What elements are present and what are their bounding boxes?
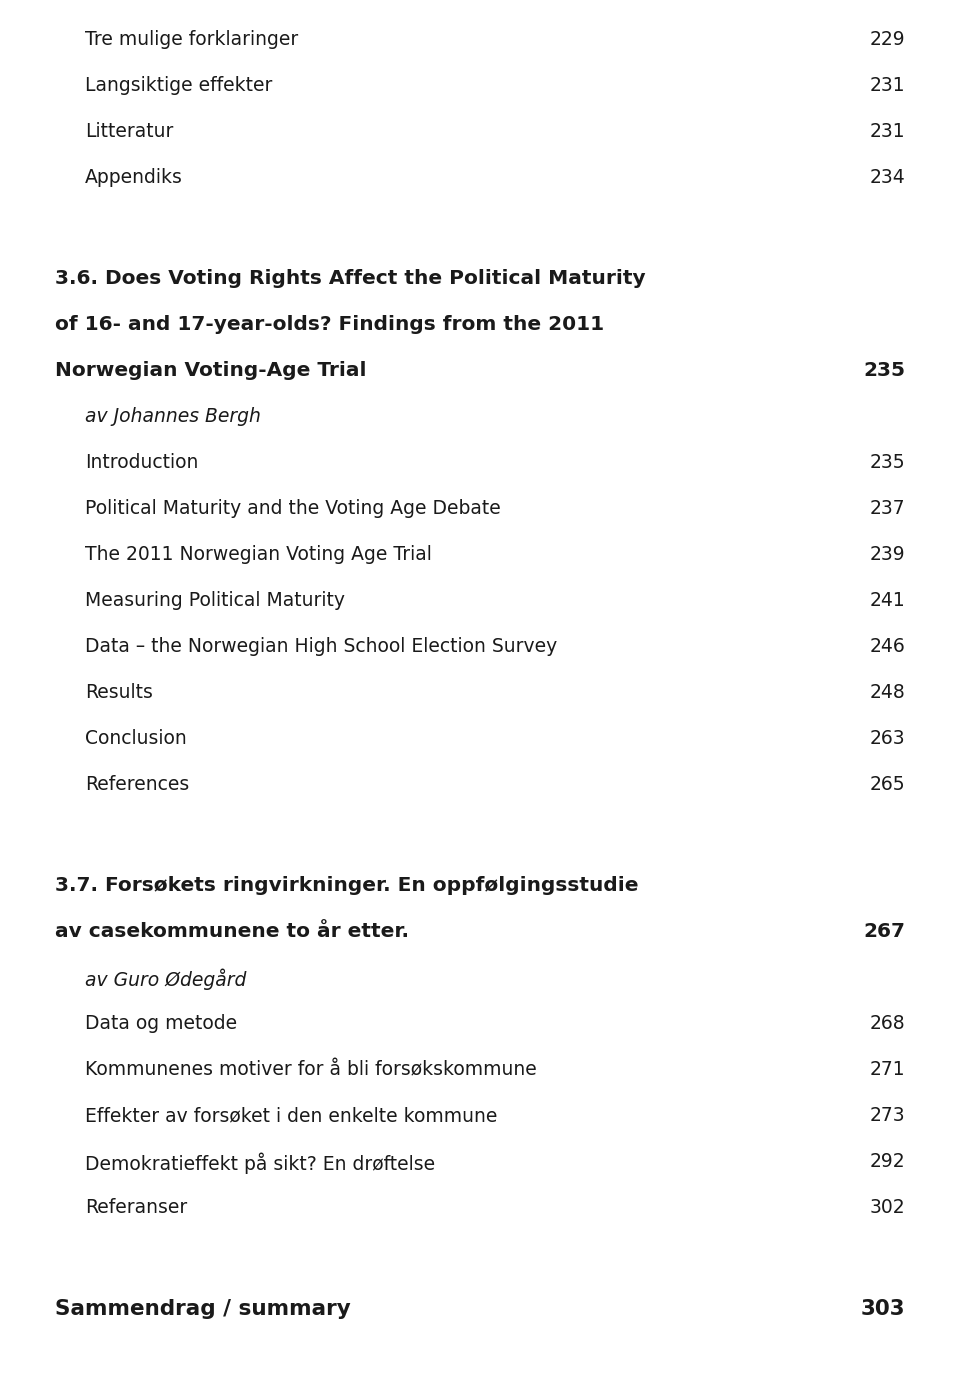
Text: 3.6. Does Voting Rights Affect the Political Maturity: 3.6. Does Voting Rights Affect the Polit… [55,269,646,288]
Text: 231: 231 [870,122,905,141]
Text: Demokratieffekt på sikt? En drøftelse: Demokratieffekt på sikt? En drøftelse [85,1153,435,1173]
Text: Sammendrag / summary: Sammendrag / summary [55,1299,350,1320]
Text: 229: 229 [870,31,905,49]
Text: 268: 268 [870,1013,905,1033]
Text: Data – the Norwegian High School Election Survey: Data – the Norwegian High School Electio… [85,638,557,656]
Text: av Johannes Bergh: av Johannes Bergh [85,406,261,426]
Text: Data og metode: Data og metode [85,1013,237,1033]
Text: 237: 237 [870,498,905,518]
Text: 246: 246 [869,638,905,656]
Text: of 16- and 17-year-olds? Findings from the 2011: of 16- and 17-year-olds? Findings from t… [55,315,604,334]
Text: 292: 292 [870,1153,905,1171]
Text: av Guro Ødegård: av Guro Ødegård [85,967,247,990]
Text: 3.7. Forsøkets ringvirkninger. En oppfølgingsstudie: 3.7. Forsøkets ringvirkninger. En oppføl… [55,876,638,895]
Text: 303: 303 [860,1299,905,1320]
Text: Appendiks: Appendiks [85,168,182,187]
Text: References: References [85,775,189,793]
Text: 302: 302 [870,1199,905,1217]
Text: 241: 241 [869,592,905,610]
Text: av casekommunene to år etter.: av casekommunene to år etter. [55,922,409,941]
Text: 235: 235 [863,361,905,380]
Text: 239: 239 [870,546,905,564]
Text: Norwegian Voting-Age Trial: Norwegian Voting-Age Trial [55,361,367,380]
Text: Conclusion: Conclusion [85,729,187,748]
Text: 273: 273 [870,1107,905,1125]
Text: Political Maturity and the Voting Age Debate: Political Maturity and the Voting Age De… [85,498,501,518]
Text: Measuring Political Maturity: Measuring Political Maturity [85,592,345,610]
Text: Effekter av forsøket i den enkelte kommune: Effekter av forsøket i den enkelte kommu… [85,1107,497,1125]
Text: Referanser: Referanser [85,1199,187,1217]
Text: 267: 267 [863,922,905,941]
Text: Results: Results [85,683,153,702]
Text: 265: 265 [870,775,905,793]
Text: Litteratur: Litteratur [85,122,174,141]
Text: 235: 235 [870,452,905,472]
Text: Tre mulige forklaringer: Tre mulige forklaringer [85,31,299,49]
Text: 231: 231 [870,77,905,95]
Text: Kommunenes motiver for å bli forsøkskommune: Kommunenes motiver for å bli forsøkskomm… [85,1059,537,1079]
Text: Langsiktige effekter: Langsiktige effekter [85,77,273,95]
Text: The 2011 Norwegian Voting Age Trial: The 2011 Norwegian Voting Age Trial [85,546,432,564]
Text: 271: 271 [870,1059,905,1079]
Text: 263: 263 [870,729,905,748]
Text: 234: 234 [869,168,905,187]
Text: Introduction: Introduction [85,452,199,472]
Text: 248: 248 [869,683,905,702]
